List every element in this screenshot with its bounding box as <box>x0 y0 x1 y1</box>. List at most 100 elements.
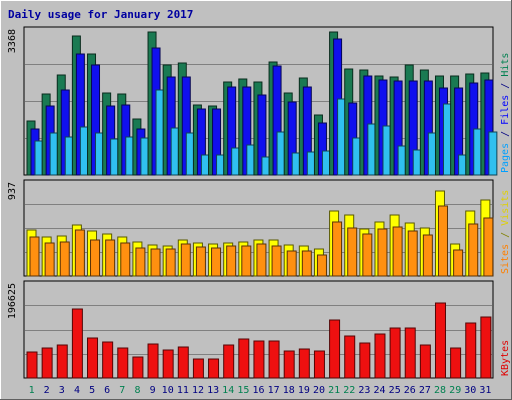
bar-sites-day-5 <box>90 239 101 277</box>
legend-segment: / <box>500 125 511 143</box>
bar-pages-day-31 <box>488 131 498 176</box>
bar-sites-day-2 <box>44 242 55 277</box>
bar-sites-day-30 <box>468 223 479 277</box>
bar-sites-day-17 <box>271 245 282 277</box>
bar-kbytes-day-25 <box>389 327 401 379</box>
x-tick-label-day-19: 19 <box>298 385 310 396</box>
bar-kbytes-day-24 <box>374 333 386 379</box>
x-tick-label-day-28: 28 <box>434 385 446 396</box>
bar-kbytes-day-7 <box>117 347 129 379</box>
bar-sites-day-4 <box>74 229 85 277</box>
bar-sites-day-22 <box>347 227 358 277</box>
bar-kbytes-day-10 <box>162 349 174 379</box>
x-tick-label-day-26: 26 <box>404 385 416 396</box>
bar-kbytes-day-18 <box>283 350 295 379</box>
x-tick-label-day-17: 17 <box>268 385 280 396</box>
series-legend: Pages / Files / Hits <box>500 53 511 173</box>
bar-sites-day-12 <box>195 246 206 277</box>
x-tick-label-day-4: 4 <box>74 385 80 396</box>
x-tick-label-day-12: 12 <box>192 385 204 396</box>
bar-kbytes-day-26 <box>404 327 416 379</box>
bar-sites-day-3 <box>59 241 70 277</box>
x-tick-label-day-30: 30 <box>464 385 476 396</box>
bar-kbytes-day-22 <box>344 335 356 379</box>
x-tick-label-day-24: 24 <box>373 385 385 396</box>
x-tick-label-day-5: 5 <box>89 385 95 396</box>
x-tick-label-day-29: 29 <box>449 385 461 396</box>
y-max-label: 196625 <box>7 283 18 319</box>
bar-sites-day-16 <box>256 243 267 277</box>
bar-kbytes-day-1 <box>26 351 38 379</box>
x-tick-label-day-9: 9 <box>150 385 156 396</box>
bar-kbytes-day-8 <box>132 356 144 379</box>
series-legend: Sites / Visits <box>500 190 511 274</box>
bar-sites-day-18 <box>286 250 297 277</box>
x-tick-label-day-20: 20 <box>313 385 325 396</box>
bar-kbytes-day-13 <box>208 358 220 379</box>
y-max-label: 3368 <box>7 29 18 53</box>
bar-sites-day-8 <box>135 247 146 277</box>
y-max-label: 937 <box>7 182 18 200</box>
x-tick-label-day-7: 7 <box>119 385 125 396</box>
x-tick-label-day-3: 3 <box>59 385 65 396</box>
bar-sites-day-1 <box>29 236 40 277</box>
bar-sites-day-26 <box>407 230 418 277</box>
chart-panel-1: 3368 Pages / Files / Hits <box>7 26 511 176</box>
x-tick-label-day-23: 23 <box>358 385 370 396</box>
bar-kbytes-day-4 <box>71 308 83 379</box>
bar-kbytes-day-12 <box>192 358 204 379</box>
bar-sites-day-21 <box>332 221 343 277</box>
x-tick-label-day-11: 11 <box>177 385 189 396</box>
x-tick-label-day-21: 21 <box>328 385 340 396</box>
bar-sites-day-28 <box>437 205 448 277</box>
x-tick-label-day-6: 6 <box>104 385 110 396</box>
bar-sites-day-10 <box>165 248 176 277</box>
series-legend: KBytes <box>500 340 511 376</box>
legend-segment: Sites <box>500 244 511 274</box>
x-tick-label-day-18: 18 <box>283 385 295 396</box>
x-tick-label-day-16: 16 <box>252 385 264 396</box>
x-tick-label-day-13: 13 <box>207 385 219 396</box>
bar-kbytes-day-16 <box>253 340 265 379</box>
bar-kbytes-day-17 <box>268 340 280 379</box>
legend-segment: KBytes <box>500 340 511 376</box>
bar-kbytes-day-29 <box>450 347 462 379</box>
legend-segment: Files <box>500 95 511 125</box>
bar-kbytes-day-11 <box>177 346 189 379</box>
bar-sites-day-13 <box>211 247 222 277</box>
bar-kbytes-day-19 <box>298 348 310 379</box>
bar-kbytes-day-6 <box>102 341 114 379</box>
bar-sites-day-11 <box>180 243 191 277</box>
x-tick-label-day-31: 31 <box>479 385 491 396</box>
x-tick-label-day-8: 8 <box>134 385 140 396</box>
bar-kbytes-day-5 <box>87 337 99 379</box>
bar-kbytes-day-30 <box>465 322 477 379</box>
bar-sites-day-23 <box>362 233 373 277</box>
x-tick-label-day-14: 14 <box>222 385 234 396</box>
legend-segment: Visits <box>500 190 511 226</box>
bar-kbytes-day-20 <box>313 350 325 379</box>
legend-segment: / <box>500 77 511 95</box>
x-tick-label-day-25: 25 <box>389 385 401 396</box>
bar-sites-day-9 <box>150 248 161 277</box>
bar-sites-day-25 <box>392 226 403 277</box>
bar-kbytes-day-23 <box>359 342 371 379</box>
bar-kbytes-day-27 <box>419 344 431 379</box>
bar-sites-day-29 <box>453 249 464 277</box>
x-tick-label-day-10: 10 <box>162 385 174 396</box>
bar-kbytes-day-9 <box>147 343 159 379</box>
chart-title: Daily usage for January 2017 <box>8 8 193 21</box>
legend-segment: Pages <box>500 143 511 173</box>
legend-segment: / <box>500 226 511 244</box>
x-tick-label-day-27: 27 <box>419 385 431 396</box>
bar-sites-day-27 <box>422 234 433 277</box>
bar-sites-day-20 <box>316 254 327 277</box>
bar-sites-day-6 <box>105 239 116 277</box>
bar-kbytes-day-14 <box>223 344 235 379</box>
bar-sites-day-19 <box>301 250 312 277</box>
bar-kbytes-day-3 <box>56 344 68 379</box>
bar-kbytes-day-15 <box>238 338 250 379</box>
legend-segment: Hits <box>500 53 511 77</box>
